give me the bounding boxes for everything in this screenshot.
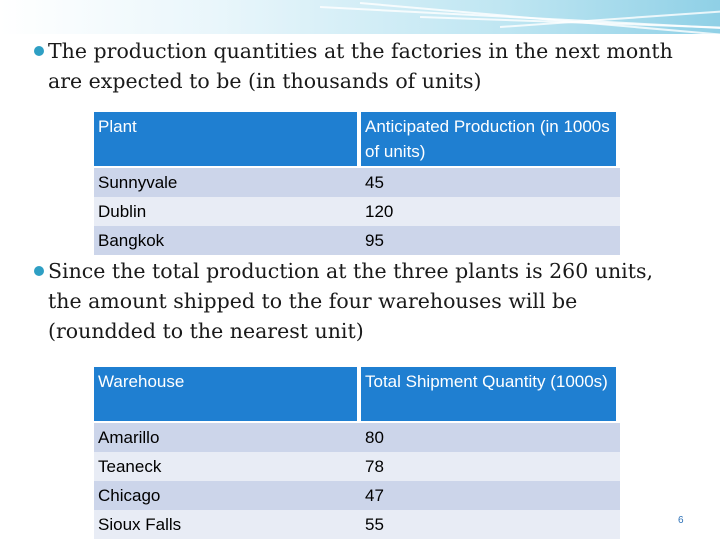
- plant-name: Dublin: [94, 197, 361, 226]
- header-warehouse: Warehouse: [94, 367, 361, 423]
- plant-name: Sunnyvale: [94, 168, 361, 197]
- header-decoration: [0, 0, 720, 34]
- table-row: Teaneck 78: [94, 452, 620, 481]
- bullet-1: The production quantities at the factori…: [34, 36, 688, 96]
- shipment-value: 80: [361, 423, 620, 452]
- warehouse-name: Chicago: [94, 481, 361, 510]
- shipment-value: 78: [361, 452, 620, 481]
- shipment-table: Warehouse Total Shipment Quantity (1000s…: [94, 367, 620, 539]
- production-value: 45: [361, 168, 620, 197]
- table-row: Sunnyvale 45: [94, 168, 620, 197]
- table-row: Chicago 47: [94, 481, 620, 510]
- plant-name: Bangkok: [94, 226, 361, 255]
- bullet-dot-icon: [34, 46, 44, 56]
- warehouse-name: Amarillo: [94, 423, 361, 452]
- table-row: Bangkok 95: [94, 226, 620, 255]
- table-row: Dublin 120: [94, 197, 620, 226]
- page-number: 6: [678, 515, 684, 526]
- table-row: Sioux Falls 55: [94, 510, 620, 539]
- shipment-value: 47: [361, 481, 620, 510]
- header-anticipated-production: Anticipated Production (in 1000s of unit…: [361, 112, 620, 168]
- table-header-row: Plant Anticipated Production (in 1000s o…: [94, 112, 620, 168]
- table-row: Amarillo 80: [94, 423, 620, 452]
- shipment-value: 55: [361, 510, 620, 539]
- table-header-row: Warehouse Total Shipment Quantity (1000s…: [94, 367, 620, 423]
- production-value: 120: [361, 197, 620, 226]
- warehouse-name: Teaneck: [94, 452, 361, 481]
- header-total-shipment: Total Shipment Quantity (1000s): [361, 367, 620, 423]
- bullet-1-text: The production quantities at the factori…: [48, 39, 673, 93]
- production-table: Plant Anticipated Production (in 1000s o…: [94, 112, 620, 255]
- header-plant: Plant: [94, 112, 361, 168]
- warehouse-name: Sioux Falls: [94, 510, 361, 539]
- bullet-dot-icon: [34, 266, 44, 276]
- production-value: 95: [361, 226, 620, 255]
- bullet-2-text: Since the total production at the three …: [48, 259, 654, 343]
- bullet-2: Since the total production at the three …: [34, 256, 688, 346]
